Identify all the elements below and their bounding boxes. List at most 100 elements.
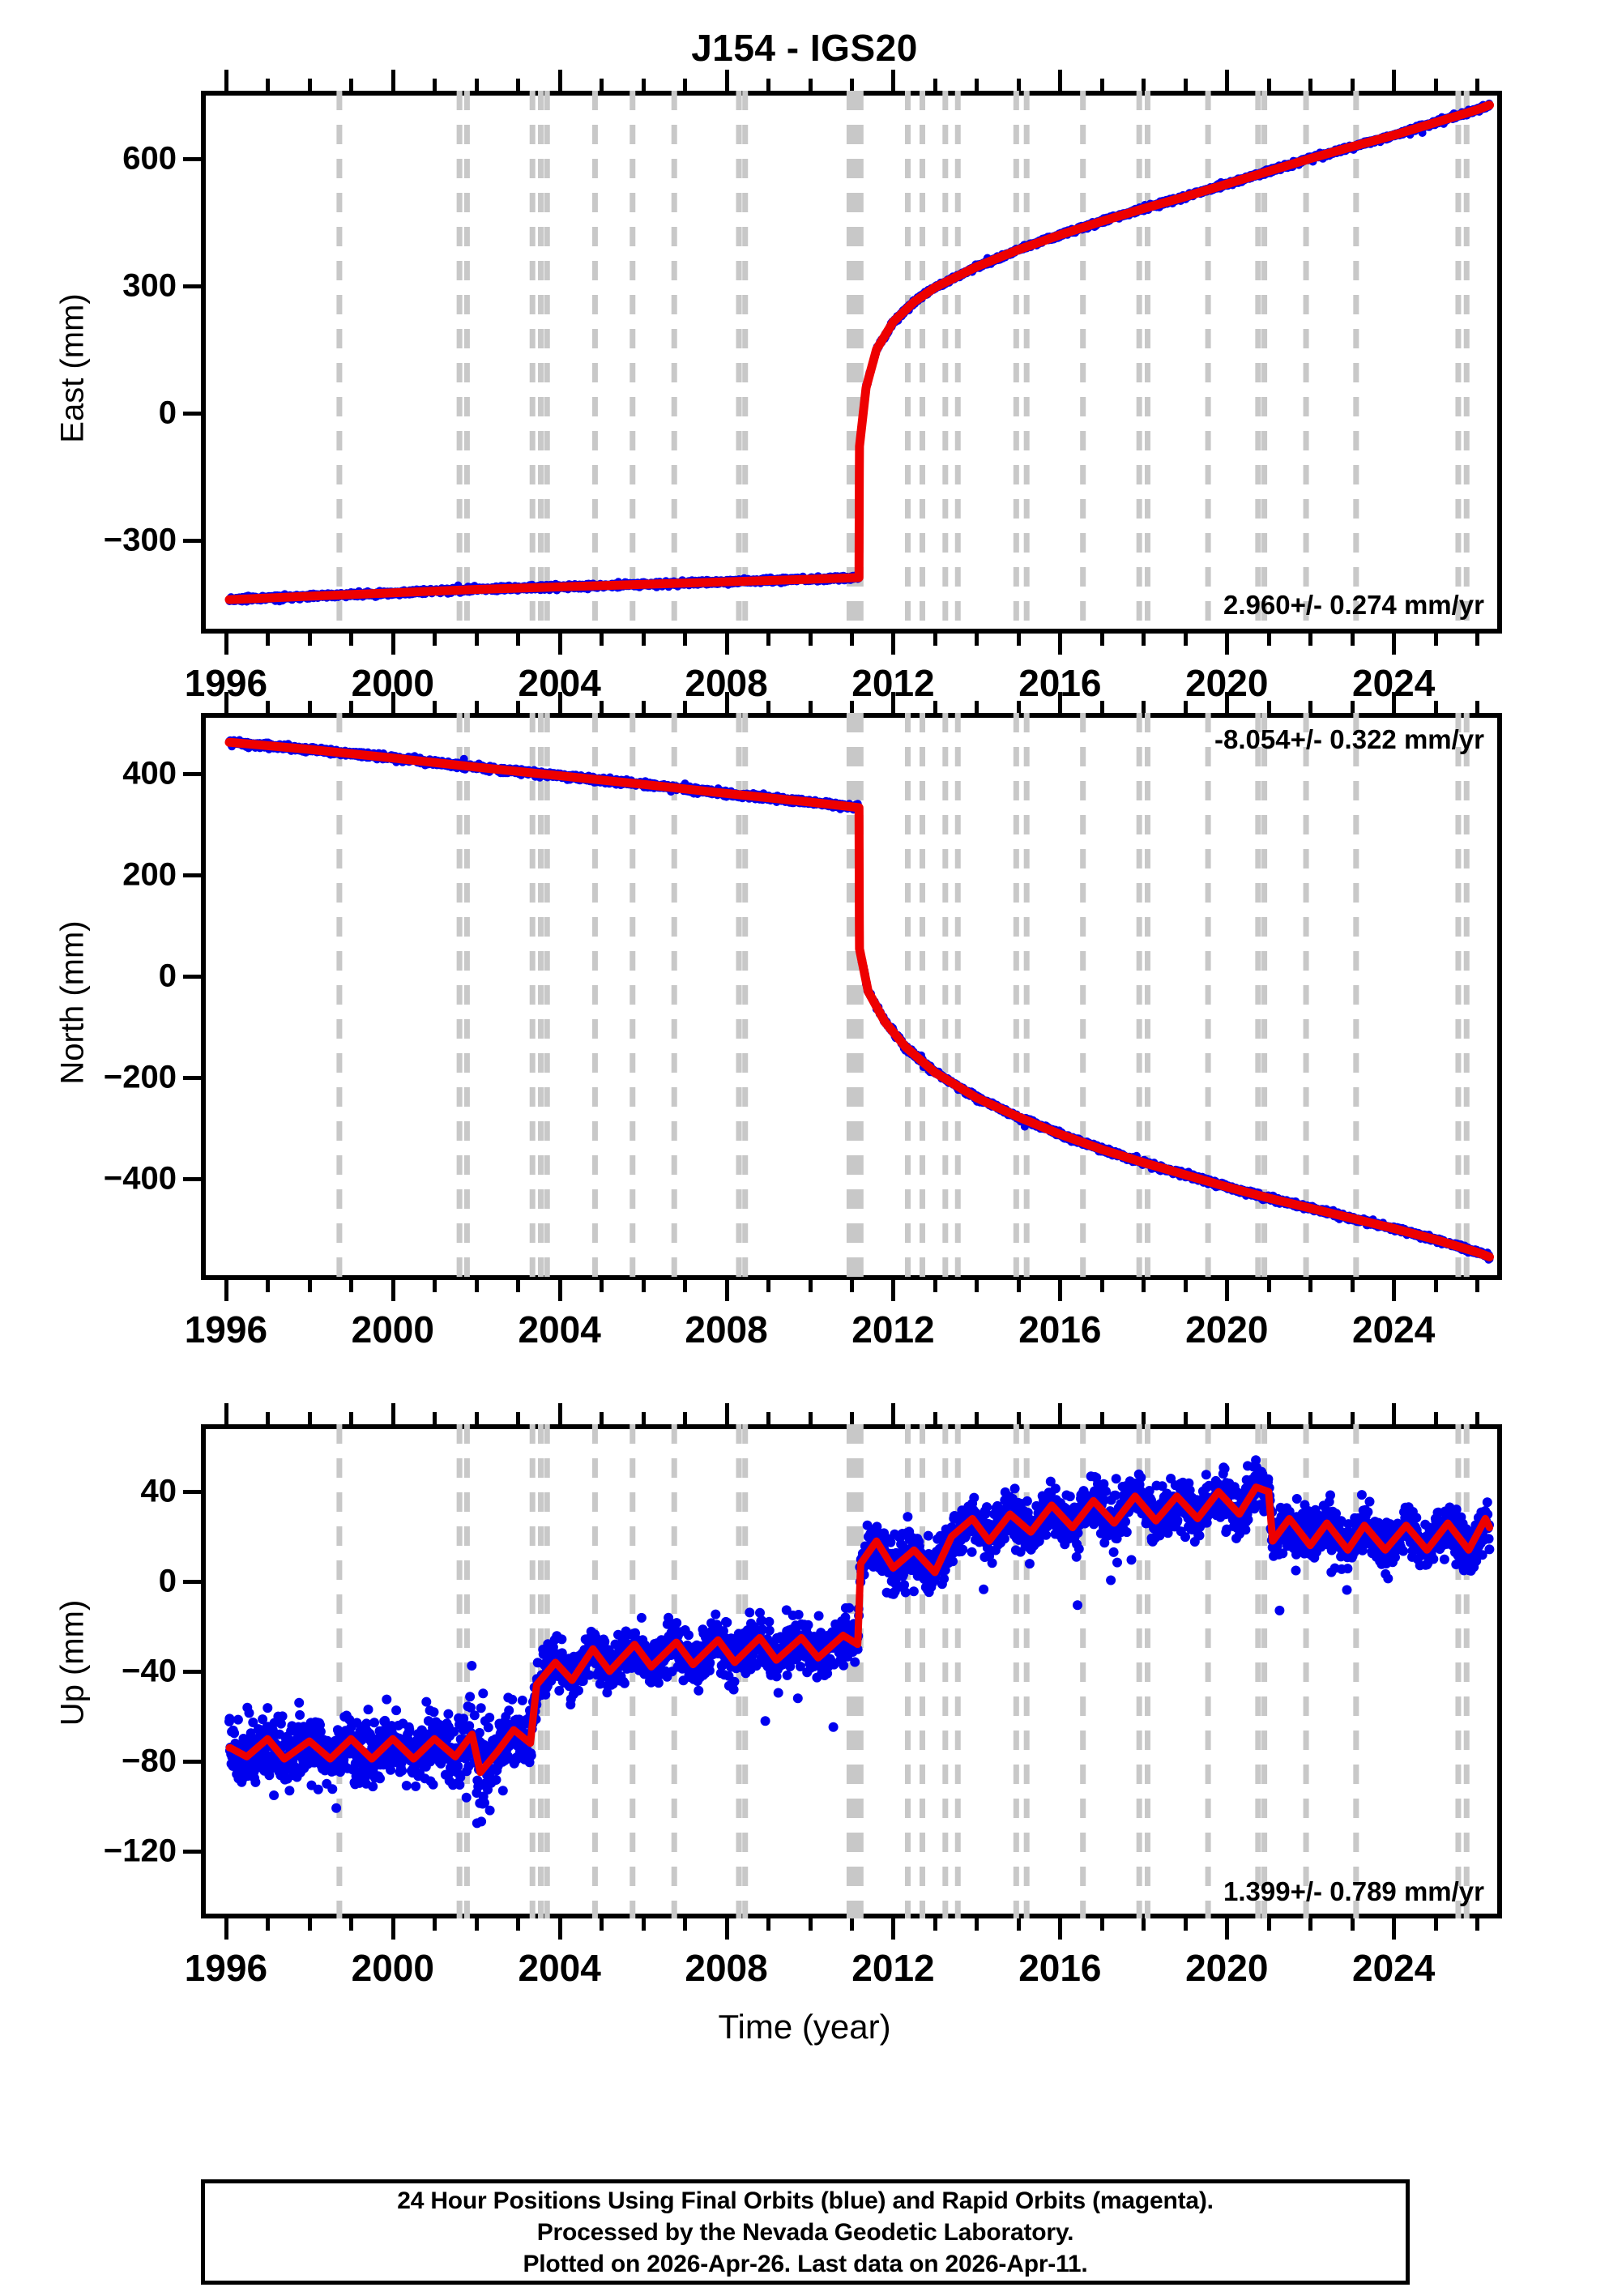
x-tick-mark-minor-top [766,1412,771,1424]
x-tick-mark-minor-top [1099,1412,1104,1424]
y-tick-mark [183,156,201,161]
x-tick-mark-minor [1433,1280,1438,1292]
x-tick-mark-major-top [557,692,562,713]
x-tick-mark-minor [1142,1280,1146,1292]
x-tick-mark-minor-top [600,701,604,713]
y-tick-mark [183,1849,201,1854]
x-tick-mark-minor-top [307,79,312,91]
x-tick-mark-minor [641,1918,646,1931]
x-tick-mark-minor [307,1918,312,1931]
x-tick-mark-major-top [391,70,395,91]
x-tick-mark-major-top [891,692,896,713]
y-tick-mark [183,772,201,776]
y-tick-mark [183,873,201,877]
x-tick-mark-minor [766,634,771,646]
x-tick-mark-minor-top [1475,1412,1480,1424]
y-tick-label: −80 [122,1743,177,1779]
x-tick-mark-minor-top [1183,701,1188,713]
x-tick-mark-minor [808,1280,813,1292]
y-tick-label: −400 [103,1160,177,1197]
x-tick-mark-minor-top [766,79,771,91]
x-tick-mark-minor [307,634,312,646]
y-tick-label: 40 [140,1473,177,1509]
panel-east-canvas [201,91,1502,634]
x-tick-mark-major [224,1280,228,1301]
x-tick-mark-minor-top [307,701,312,713]
x-axis-label: Time (year) [718,2008,891,2046]
y-tick-label: 600 [122,140,177,177]
x-tick-mark-major-top [224,1403,228,1424]
x-tick-mark-minor-top [1016,1412,1021,1424]
x-tick-mark-minor [266,1280,271,1292]
x-tick-mark-minor [1308,1918,1313,1931]
x-tick-mark-minor [1475,634,1480,646]
panel-east: 2.960+/- 0.274 mm/yr [201,91,1502,634]
x-tick-mark-minor-top [516,1412,521,1424]
y-tick-mark [183,975,201,979]
x-tick-mark-minor [1350,1918,1355,1931]
x-tick-mark-minor-top [307,1412,312,1424]
x-tick-mark-minor-top [850,1412,854,1424]
x-tick-mark-minor [1308,634,1313,646]
x-tick-mark-minor-top [641,79,646,91]
x-tick-mark-minor-top [349,79,354,91]
x-tick-mark-minor-top [266,701,271,713]
x-tick-mark-minor [975,634,979,646]
x-tick-mark-minor [1475,1280,1480,1292]
x-tick-mark-minor-top [1308,1412,1313,1424]
x-tick-mark-major [1058,1280,1063,1301]
x-tick-mark-minor [683,1918,688,1931]
x-tick-label: 2024 [1351,1308,1436,1351]
x-tick-mark-major [891,1280,896,1301]
x-tick-mark-minor-top [1350,79,1355,91]
x-tick-mark-minor-top [600,79,604,91]
y-tick-label: −120 [103,1833,177,1869]
x-tick-mark-minor [933,634,937,646]
x-tick-mark-minor-top [474,1412,479,1424]
x-tick-mark-minor [850,1280,854,1292]
x-tick-mark-major-top [391,692,395,713]
panel-up-canvas [201,1424,1502,1918]
x-tick-mark-major-top [724,70,729,91]
x-tick-mark-minor-top [641,1412,646,1424]
x-tick-mark-major [1392,1280,1397,1301]
x-tick-mark-minor-top [516,79,521,91]
x-tick-mark-minor [433,1280,437,1292]
x-tick-mark-major-top [1225,70,1230,91]
y-tick-label: 200 [122,856,177,893]
x-tick-mark-major-top [724,1403,729,1424]
x-tick-mark-major [1058,1918,1063,1940]
x-tick-mark-major-top [391,1403,395,1424]
model-trajectory-line [224,737,1495,1262]
x-tick-mark-major-top [1225,692,1230,713]
x-tick-mark-minor-top [1142,79,1146,91]
x-tick-mark-major-top [724,692,729,713]
x-tick-mark-minor [433,1918,437,1931]
x-tick-mark-minor [683,634,688,646]
x-tick-mark-minor-top [975,1412,979,1424]
y-tick-label: 0 [158,395,177,431]
x-tick-label: 2008 [685,1308,768,1351]
x-tick-mark-minor [1308,1280,1313,1292]
y-tick-label: 0 [158,958,177,994]
x-tick-mark-minor [766,1280,771,1292]
x-tick-mark-minor-top [933,1412,937,1424]
x-tick-mark-major [557,1280,562,1301]
x-tick-mark-minor-top [766,701,771,713]
x-tick-mark-minor [600,634,604,646]
x-tick-mark-minor [1183,1918,1188,1931]
y-tick-mark [183,411,201,416]
x-tick-mark-minor-top [1016,79,1021,91]
footer-line-2: Processed by the Nevada Geodetic Laborat… [536,2218,1074,2246]
x-tick-mark-minor [808,634,813,646]
x-tick-mark-minor-top [641,701,646,713]
y-tick-mark [183,1076,201,1080]
x-tick-mark-major-top [557,70,562,91]
x-tick-mark-minor-top [1142,701,1146,713]
x-tick-mark-minor-top [1308,79,1313,91]
x-tick-mark-minor-top [433,1412,437,1424]
x-tick-mark-minor [641,1280,646,1292]
x-tick-mark-minor [1142,1918,1146,1931]
x-tick-mark-minor [474,1918,479,1931]
panel-north-canvas [201,713,1502,1280]
